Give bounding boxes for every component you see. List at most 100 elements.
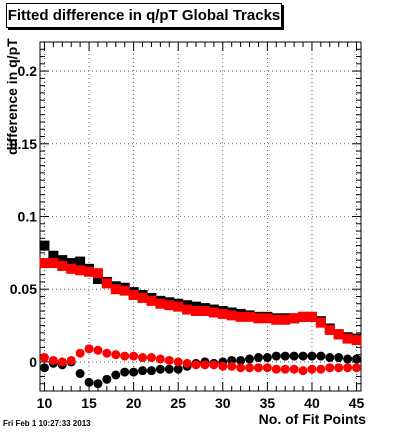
data-point-circle [111, 370, 121, 380]
data-point-circle [102, 374, 112, 384]
data-point-square [128, 290, 139, 301]
data-point-circle [200, 360, 210, 370]
data-point-square [333, 329, 344, 340]
data-point-square [66, 263, 77, 274]
y-tick-label: 0.05 [10, 281, 37, 297]
x-tick-label: 25 [170, 395, 186, 411]
data-point-circle [155, 364, 165, 374]
data-point-square [342, 333, 353, 344]
y-axis-label: difference in q/pT [4, 38, 20, 155]
data-point-square [137, 292, 148, 303]
x-tick-label: 15 [81, 395, 97, 411]
data-point-circle [138, 353, 148, 363]
data-point-circle [146, 353, 156, 363]
data-point-circle [307, 351, 317, 361]
y-tick-label: 0.2 [18, 63, 38, 79]
x-tick-label: 10 [37, 395, 53, 411]
x-tick-label: 45 [349, 395, 365, 411]
data-point-circle [209, 360, 219, 370]
data-point-circle [39, 353, 49, 363]
data-point-square [146, 295, 157, 306]
data-point-square [351, 335, 362, 346]
x-tick-label: 40 [304, 395, 320, 411]
data-point-circle [316, 351, 326, 361]
data-point-circle [334, 353, 344, 363]
data-point-square [39, 240, 50, 251]
data-point-square [155, 298, 166, 309]
y-tick-label: 0.15 [10, 136, 37, 152]
x-axis-label: No. of Fit Points [258, 411, 366, 427]
data-point-circle [280, 351, 290, 361]
data-point-circle [307, 364, 317, 374]
data-point-circle [236, 363, 246, 373]
data-point-circle [289, 351, 299, 361]
data-point-square [66, 258, 77, 269]
data-point-square [173, 301, 184, 312]
data-point-square [101, 278, 112, 289]
data-point-square [315, 317, 326, 328]
data-point-circle [343, 354, 353, 364]
x-tick-label: 30 [215, 395, 231, 411]
data-point-square [92, 274, 103, 285]
data-point-square [110, 284, 121, 295]
x-tick-label: 20 [126, 395, 142, 411]
data-point-circle [39, 363, 49, 373]
data-point-square [48, 258, 59, 269]
data-point-circle [271, 364, 281, 374]
data-point-square [324, 324, 335, 335]
data-point-square [217, 308, 228, 319]
data-point-circle [155, 354, 165, 364]
data-point-circle [75, 369, 85, 379]
data-point-circle [164, 364, 174, 374]
data-point-circle [316, 364, 326, 374]
data-point-circle [138, 366, 148, 376]
data-point-square [57, 260, 68, 271]
data-point-circle [57, 357, 67, 367]
data-point-circle [343, 363, 353, 373]
data-point-square [208, 307, 219, 318]
data-point-circle [280, 364, 290, 374]
data-point-circle [129, 367, 139, 377]
data-point-circle [298, 366, 308, 376]
data-point-square [271, 314, 282, 325]
data-point-circle [146, 366, 156, 376]
data-point-circle [325, 353, 335, 363]
data-point-circle [334, 363, 344, 373]
data-point-circle [84, 377, 94, 387]
data-point-square [253, 313, 264, 324]
data-point-circle [352, 363, 362, 373]
data-point-square [199, 306, 210, 317]
data-point-square [226, 310, 237, 321]
data-point-circle [93, 379, 103, 389]
data-point-square [182, 304, 193, 315]
data-point-square [39, 258, 50, 269]
data-point-circle [245, 354, 255, 364]
data-point-square [75, 256, 86, 267]
timestamp: Fri Feb 1 10:27:33 2013 [3, 419, 91, 428]
data-point-circle [120, 367, 130, 377]
data-point-square [244, 311, 255, 322]
data-point-square [164, 300, 175, 311]
data-point-circle [84, 344, 94, 354]
data-point-square [235, 311, 246, 322]
data-point-circle [129, 351, 139, 361]
data-point-square [84, 266, 95, 277]
data-point-square [280, 314, 291, 325]
y-tick-label: 0.1 [18, 209, 38, 225]
data-point-square [48, 250, 59, 261]
y-tick-label: 0 [29, 354, 37, 370]
data-point-circle [262, 363, 272, 373]
data-point-square [306, 311, 317, 322]
data-point-square [92, 268, 103, 279]
data-point-circle [298, 351, 308, 361]
data-point-square [75, 265, 86, 276]
data-point-circle [289, 364, 299, 374]
data-point-circle [236, 355, 246, 365]
data-point-square [119, 285, 130, 296]
data-point-circle [262, 353, 272, 363]
data-point-circle [253, 353, 263, 363]
data-point-circle [253, 363, 263, 373]
data-point-square [191, 306, 202, 317]
data-point-circle [48, 355, 58, 365]
